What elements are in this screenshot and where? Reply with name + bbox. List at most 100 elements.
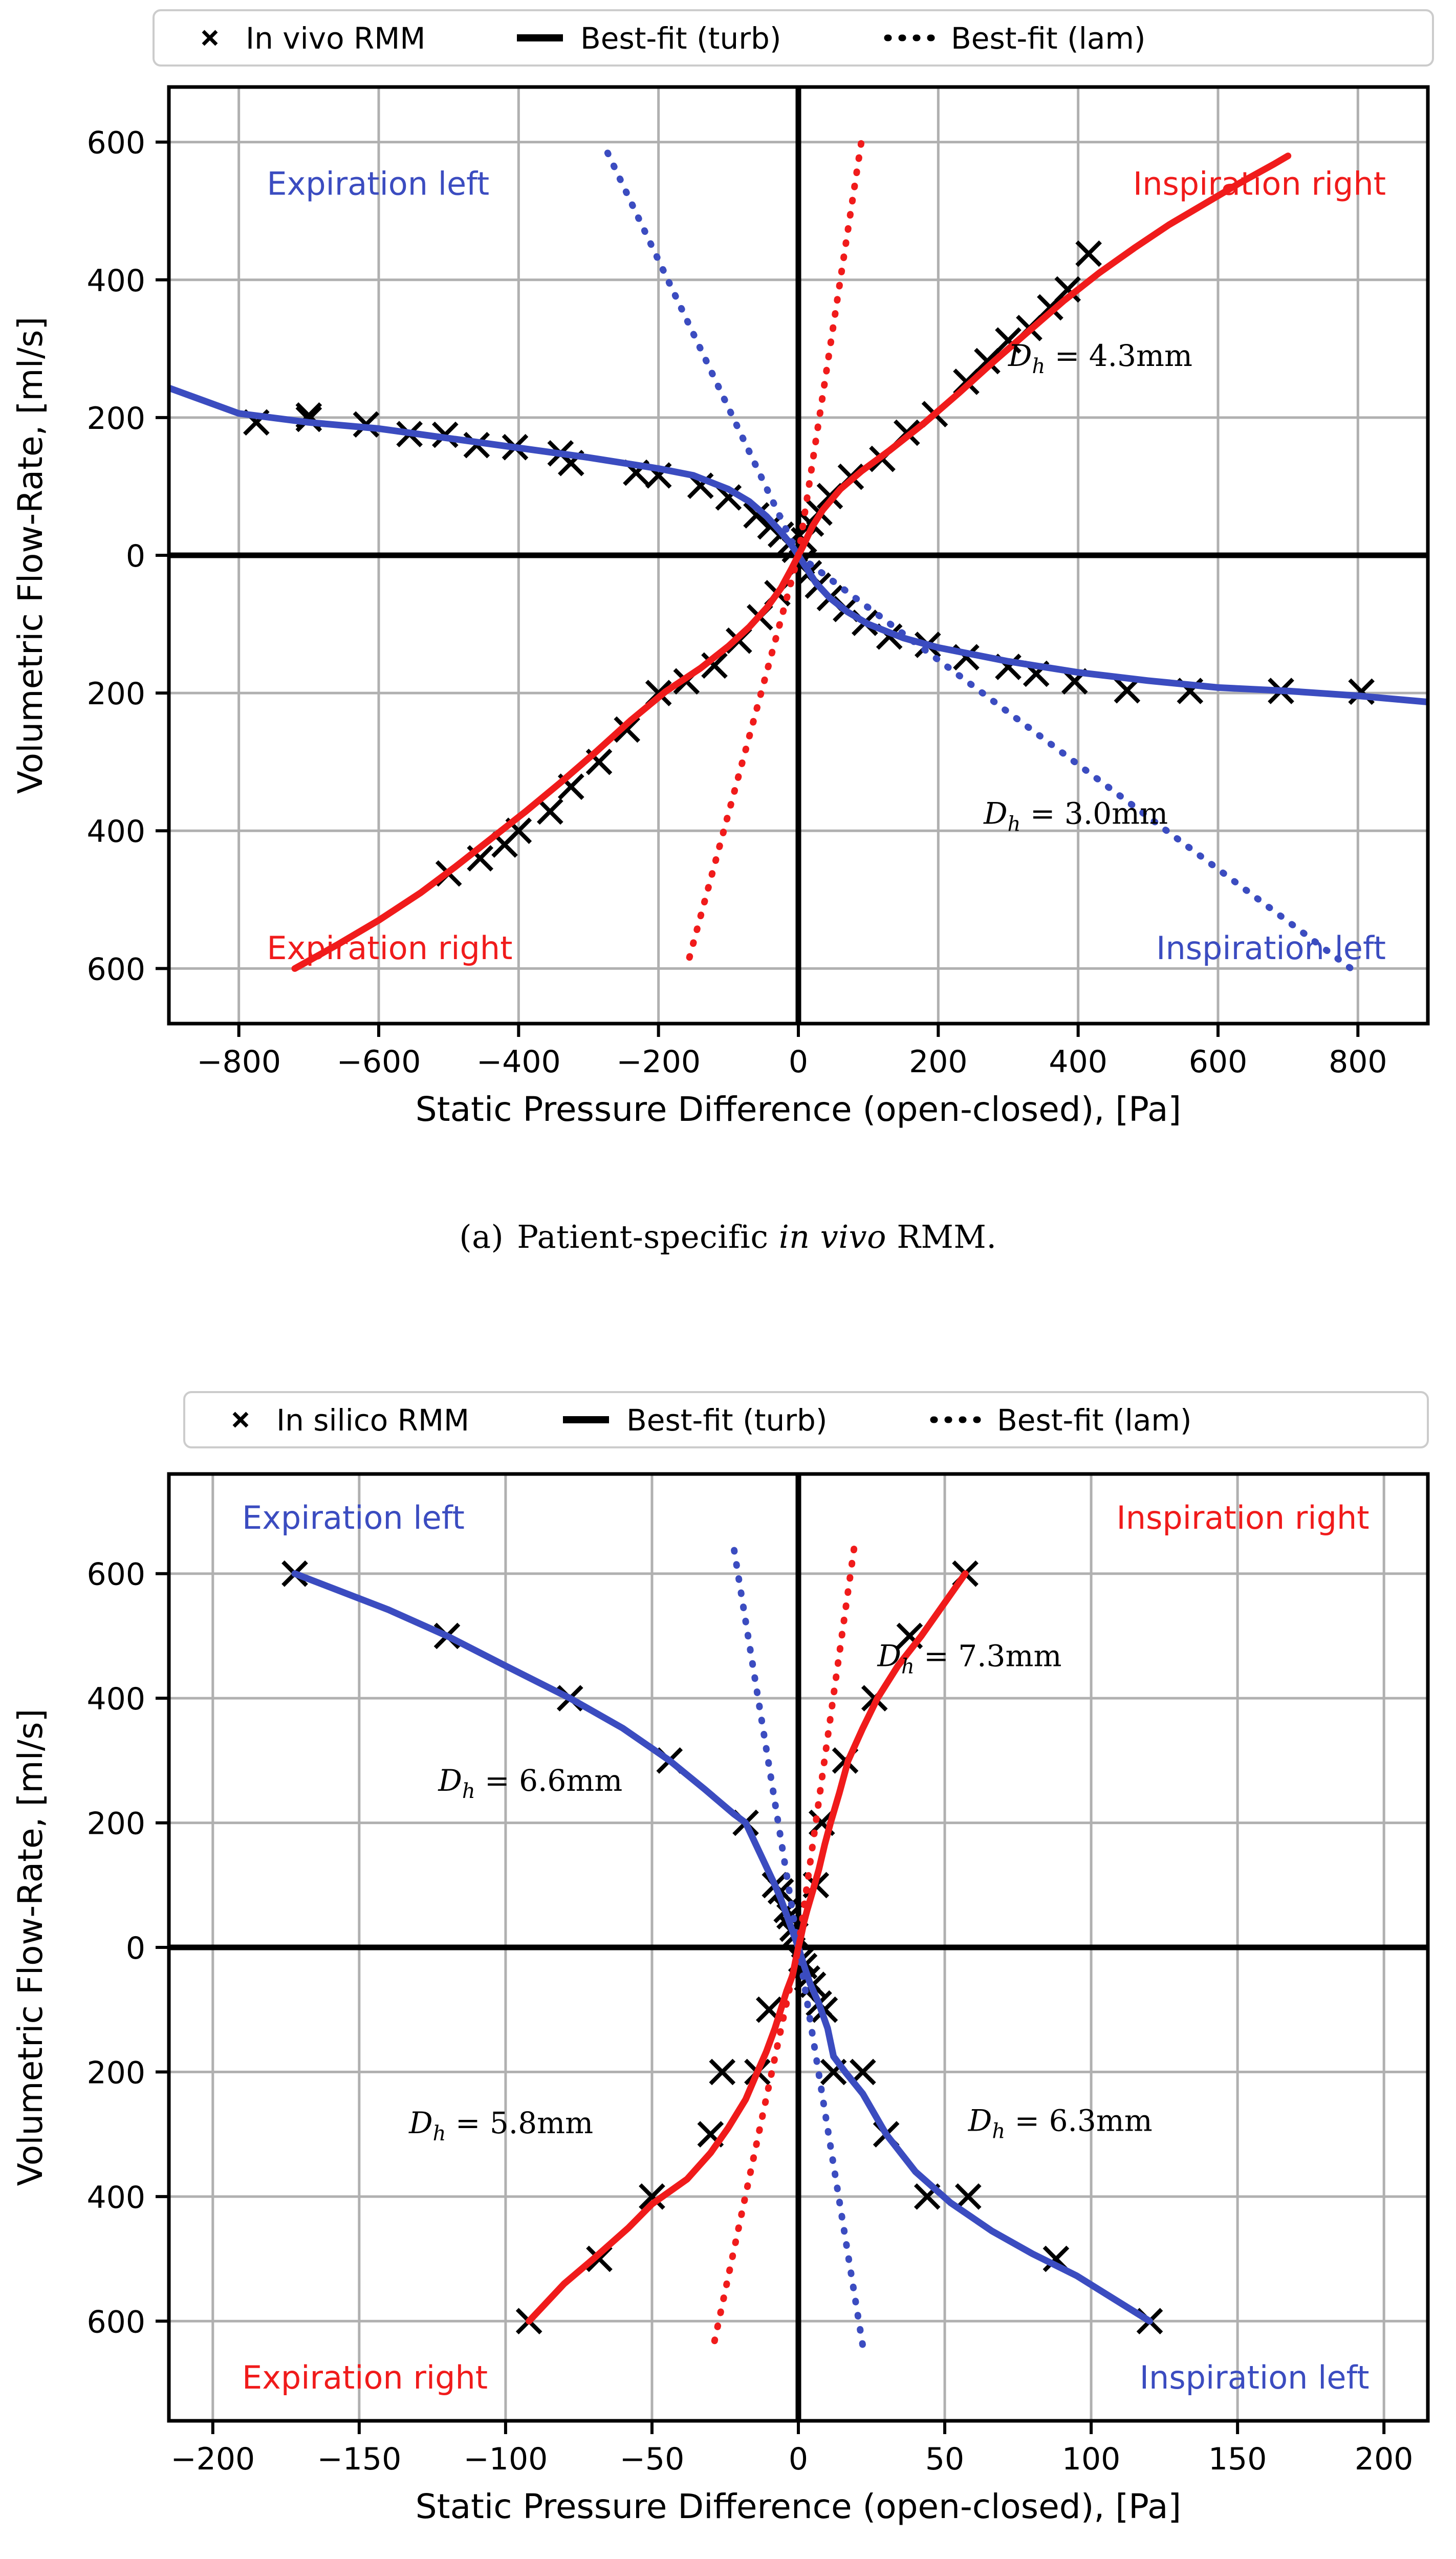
data-marker [953,644,980,670]
y-tick-label: 200 [86,401,145,437]
y-tick-label: 200 [86,676,145,712]
legend-a: In vivo RMM Best-fit (turb) Best-fit (lam) [153,9,1434,67]
data-marker [995,327,1022,354]
data-marker [537,798,563,825]
quadrant-label: Expiration left [242,1499,465,1536]
data-marker [295,405,322,432]
dh-annotation: Dh = 3.0mm [983,796,1168,836]
series-line [795,1570,969,1951]
data-marker [1042,2245,1070,2272]
data-marker [974,348,1001,375]
quadrant-label: Expiration left [267,165,489,202]
axis-ticks: −800 −600 −400 −200 0 200 400 600 800 600 400 200 0 2… [86,125,1387,1080]
series-line [526,1944,802,2325]
x-tick-label: −600 [337,1044,421,1080]
data-marker [709,2058,736,2086]
legend-label-solid: Best-fit (turb) [626,1403,828,1438]
x-axis-label: Static Pressure Difference (open-closed)… [416,2487,1181,2526]
x-tick-label: 200 [1355,2441,1414,2477]
data-marker [995,654,1022,680]
y-tick-label: 400 [86,263,145,299]
y-tick-label: 600 [86,125,145,161]
x-tick-label: −200 [616,1044,701,1080]
legend-box [183,1391,1429,1448]
y-tick-label: 200 [86,1806,145,1842]
panel-b: In silico RMM Best-fit (turb) Best-fit (la… [0,1331,1456,2559]
data-marker [876,623,903,650]
data-marker [467,845,493,872]
y-tick-label: 400 [86,1681,145,1717]
caption-a-marker: (a) [459,1218,504,1255]
legend-label-marker: In silico RMM [276,1403,469,1438]
x-tick-label: −50 [620,2441,685,2477]
data-marker [1054,276,1081,303]
y-tick-label: 0 [126,538,145,574]
x-tick-label: 0 [789,1044,808,1080]
series-line [795,1944,1153,2325]
series-line [291,552,802,972]
x-tick-label: 50 [925,2441,964,2477]
dh-annotation: Dh = 7.3mm [877,1638,1061,1678]
legend-marker-icon [232,1412,249,1428]
y-axis-label: Volumetric Flow-Rate, [ml/s] [11,1709,50,2186]
series-line [795,552,1428,706]
series-line [730,1545,802,1951]
quadrant-labels: Expiration left Inspiration right Expirati… [267,165,1386,967]
dh-annotation: Dh = 5.8mm [408,2106,593,2145]
series-line [795,1944,866,2350]
series-line [795,153,1292,559]
dh-annotation: Dh = 6.6mm [438,1763,622,1803]
plot-b: In silico RMM Best-fit (turb) Best-fit (la… [11,1391,1430,2526]
data-marker [811,1996,838,2023]
x-tick-label: −400 [476,1044,561,1080]
series-line [169,384,802,559]
series-line [795,139,865,559]
y-tick-label: 600 [86,2304,145,2340]
data-marker [701,652,728,679]
y-tick-label: 0 [126,1931,145,1966]
data-layer [169,139,1428,972]
data-marker [585,748,613,775]
dh-annotations: Dh = 4.3mm Dh = 3.0mm [983,338,1192,836]
x-tick-label: −100 [464,2441,548,2477]
dh-annotation: Dh = 6.3mm [968,2103,1153,2143]
x-tick-label: 600 [1189,1044,1248,1080]
x-tick-label: −200 [170,2441,255,2477]
series-line [683,552,802,972]
caption-a: (a) Patient-specific in vivo RMM. [0,1218,1456,1255]
x-tick-label: −800 [197,1044,281,1080]
data-marker [614,716,640,743]
x-tick-label: 200 [909,1044,968,1080]
data-marker [954,2183,982,2210]
y-tick-label: 600 [86,951,145,987]
y-tick-label: 200 [86,2055,145,2091]
quadrant-label: Expiration right [267,929,512,967]
quadrant-label: Inspiration right [1116,1499,1369,1536]
data-marker [697,2121,724,2148]
legend-label-marker: In vivo RMM [246,21,425,56]
series-line [710,1944,802,2350]
data-marker [715,484,742,511]
x-tick-label: 100 [1062,2441,1121,2477]
panel-a: In vivo RMM Best-fit (turb) Best-fit (lam)… [11,9,1434,1129]
data-layer [281,1545,1163,2350]
x-tick-label: 400 [1049,1044,1107,1080]
y-tick-label: 600 [86,1557,145,1593]
data-marker [743,502,770,529]
plot-a: In vivo RMM Best-fit (turb) Best-fit (lam)… [11,9,1434,1129]
x-tick-label: −150 [317,2441,401,2477]
series-line [795,1545,858,1951]
x-tick-label: 0 [789,2441,808,2477]
series-line [291,1570,802,1951]
legend-label-solid: Best-fit (turb) [580,21,781,56]
legend-label-dotted: Best-fit (lam) [951,21,1145,56]
caption-a-italic: in vivo [778,1218,887,1255]
data-marker [558,773,584,800]
legend-label-dotted: Best-fit (lam) [997,1403,1191,1438]
quadrant-labels: Expiration left Inspiration right Expirati… [242,1499,1370,2396]
legend-b: In silico RMM Best-fit (turb) Best-fit (la… [183,1391,1429,1448]
data-marker [491,831,518,858]
quadrant-label: Expiration right [242,2359,488,2396]
series-line [795,552,1355,972]
